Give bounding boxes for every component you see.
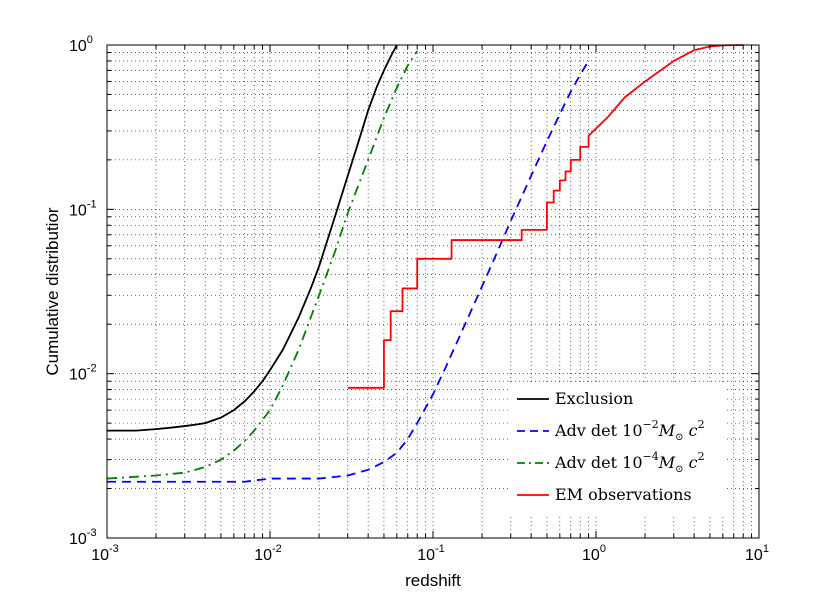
y-tick-label: 10-3 (69, 527, 97, 548)
legend-box (509, 383, 725, 515)
y-tick-label: 10-1 (69, 198, 97, 219)
legend-label-2: Adv det 10−4M⊙ c2 (554, 450, 705, 475)
series-line-1 (107, 60, 590, 483)
y-tick-label: 10-2 (69, 363, 97, 384)
axis-ticks (106, 44, 760, 539)
legend-label-0: Exclusion (555, 389, 633, 408)
legend: Exclusion Adv det 10−2M⊙ c2 Adv det 10−4M⊙… (509, 383, 725, 515)
y-axis-label: Cumulative distributior (43, 207, 62, 376)
grid-lines (107, 45, 759, 538)
x-tick-label: 10-3 (91, 543, 119, 564)
y-tick-label: 100 (69, 34, 93, 55)
x-tick-label: 10-1 (417, 543, 445, 564)
x-tick-label: 101 (745, 543, 769, 564)
series-layer (106, 44, 744, 483)
series-line-2 (106, 50, 418, 480)
legend-label-3: EM observations (555, 485, 692, 504)
series-line-3 (347, 44, 744, 389)
x-tick-label: 10-2 (254, 543, 282, 564)
legend-label-1: Adv det 10−2M⊙ c2 (554, 418, 705, 443)
x-tick-label: 100 (582, 543, 606, 564)
tick-labels: 10-3 10-2 10-1 100 101 10-3 10-2 10-1 100 (69, 34, 769, 564)
series-line-0 (107, 44, 398, 432)
x-axis-label: redshift (405, 571, 461, 590)
